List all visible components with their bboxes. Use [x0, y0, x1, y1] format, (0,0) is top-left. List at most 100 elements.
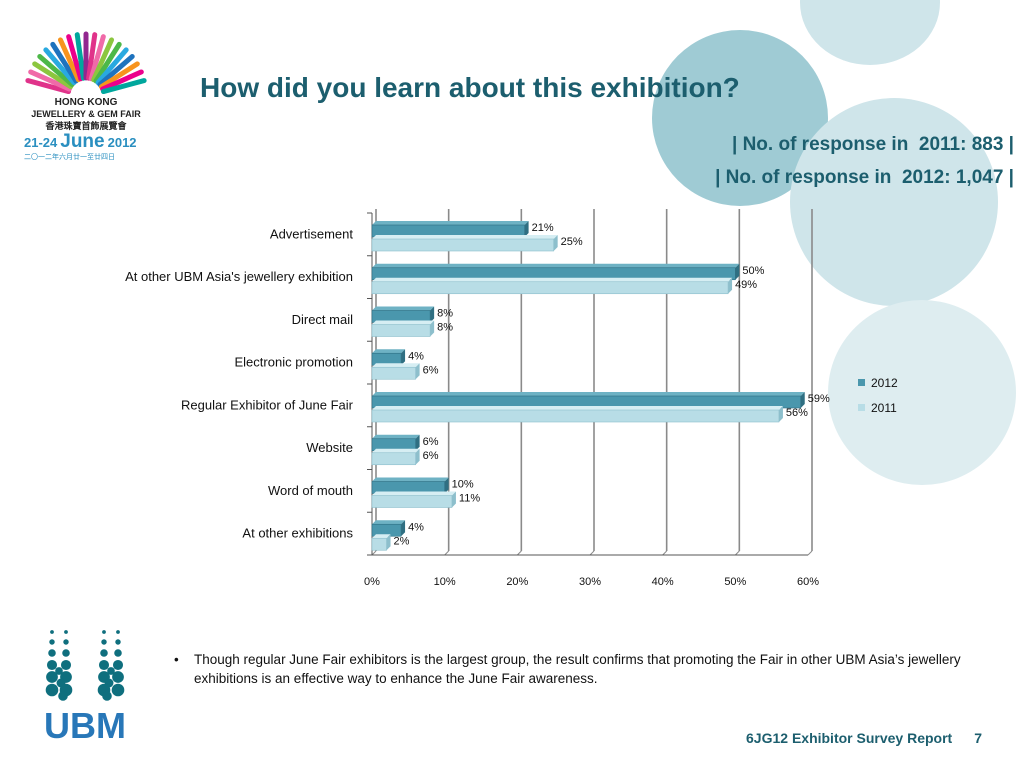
ubm-dot — [45, 683, 59, 697]
category-label: Word of mouth — [268, 483, 353, 498]
fan-emblem — [25, 31, 147, 95]
fan-petal — [28, 69, 72, 92]
category-label: At other exhibitions — [242, 526, 353, 541]
fan-petal — [98, 61, 140, 90]
ubm-dot — [58, 691, 68, 701]
category-label: At other UBM Asia's jewellery exhibition — [125, 269, 353, 284]
bar-top — [372, 448, 420, 453]
bar-2011 — [371, 409, 780, 423]
ubm-dot — [63, 639, 69, 645]
category-label: Regular Exhibitor of June Fair — [181, 397, 354, 412]
bar-side — [553, 235, 558, 251]
fan-petal — [100, 78, 147, 95]
category-label: Website — [306, 440, 353, 455]
bar-side — [451, 491, 456, 508]
data-label: 50% — [742, 265, 764, 277]
x-tick-label: 50% — [724, 576, 746, 588]
ubm-dot — [111, 683, 125, 697]
data-label: 56% — [786, 407, 808, 419]
ubm-dot-emblem — [45, 630, 125, 701]
ubm-dot — [112, 671, 124, 683]
chart-legend: 2012 2011 — [858, 376, 898, 415]
response-count-2011: | No. of response in 2011: 883 | — [731, 134, 1014, 155]
ubm-dot — [100, 649, 108, 657]
bar-top — [372, 263, 740, 268]
fair-logo-date: 21-24 June 2012 — [24, 131, 137, 152]
bar-top — [372, 349, 406, 354]
ubm-wordmark: UBM — [44, 705, 126, 745]
gridline-floor — [807, 550, 813, 556]
x-tick-label: 30% — [579, 576, 601, 588]
fan-petal — [88, 34, 106, 82]
gridline-floor — [662, 550, 668, 556]
data-label: 2% — [394, 535, 410, 547]
bar-side — [778, 406, 783, 422]
fair-logo-line3: 香港珠寶首飾展覽會 — [44, 120, 127, 132]
ubm-dot — [102, 630, 106, 634]
bar-2011 — [371, 537, 387, 551]
gridline-floor — [371, 550, 377, 556]
bar-top — [372, 491, 456, 496]
bar-top — [372, 306, 435, 311]
decor-circle — [790, 98, 998, 306]
ubm-dot — [60, 659, 72, 671]
gridline-floor — [589, 550, 595, 556]
bar-side — [735, 263, 740, 280]
gridline-floor — [444, 550, 450, 556]
fan-petal — [74, 32, 86, 81]
ubm-dot — [46, 671, 58, 683]
x-tick-label: 20% — [506, 576, 528, 588]
bar-side — [415, 363, 420, 380]
bar-2011 — [371, 452, 416, 466]
bar-top — [372, 392, 805, 396]
chart-bars: 21% 25% 50% 49% 8% 8% 4% 6% 59%56% 6% 6% 10% 11% 4% 2% — [371, 221, 830, 551]
bar-2011 — [371, 495, 453, 508]
x-axis-ticks: 0% 10% 20% 30% 40% 50% 60% — [364, 576, 819, 588]
jewellery-fair-logo: HONG KONG JEWELLERY & GEM FAIR 香港珠寶首飾展覽會… — [24, 31, 147, 161]
bar-chart: 21% 25% 50% 49% 8% 8% 4% 6% 59%56% 6% 6% 10% 11% 4% 2%… — [125, 209, 898, 588]
data-label: 11% — [459, 493, 480, 505]
fan-petal — [100, 69, 144, 92]
bar-top — [372, 277, 733, 282]
ubm-dot — [102, 691, 112, 701]
ubm-logo: UBM — [44, 630, 126, 745]
x-tick-label: 0% — [364, 576, 380, 588]
bar-side — [524, 221, 529, 237]
response-count-2012: | No. of response in 2012: 1,047 | — [715, 167, 1014, 188]
page-number: 7 — [974, 730, 982, 746]
bar-top — [372, 221, 529, 225]
ubm-dot — [50, 630, 54, 634]
ubm-dot — [49, 639, 55, 645]
bar-top — [372, 477, 449, 482]
fair-date-days: 21-24 — [24, 135, 58, 150]
fan-petal — [57, 37, 81, 83]
bar-side — [386, 534, 391, 551]
bar-top — [372, 235, 558, 239]
decor-circle — [828, 300, 1016, 485]
legend-swatch-2011 — [858, 404, 865, 411]
fan-petal — [97, 53, 135, 88]
footer: 6JG12 Exhibitor Survey Report 7 — [746, 730, 982, 746]
legend-label: 2012 — [871, 376, 898, 390]
data-label: 21% — [532, 222, 554, 234]
ubm-dot — [116, 630, 120, 634]
fan-petal — [66, 34, 84, 82]
bar-side — [415, 448, 420, 465]
bar-side — [800, 392, 805, 408]
gridline-floor — [516, 550, 522, 556]
ubm-dot — [55, 667, 63, 675]
ubm-dot — [114, 649, 122, 657]
fan-petal — [43, 47, 77, 86]
ubm-dot — [115, 639, 121, 645]
ubm-dot — [46, 659, 58, 671]
ubm-dot — [64, 630, 68, 634]
fan-petal — [32, 61, 74, 90]
fan-petal — [95, 47, 129, 86]
summary-notes: Though regular June Fair exhibitors is t… — [172, 650, 972, 688]
ubm-dot — [98, 659, 110, 671]
fair-logo-chinese-date: 二〇一二年六月廿一至廿四日 — [24, 152, 115, 161]
fan-petal — [86, 32, 98, 81]
data-label: 10% — [452, 479, 474, 491]
bar-side — [728, 277, 733, 294]
data-label: 25% — [561, 236, 583, 248]
